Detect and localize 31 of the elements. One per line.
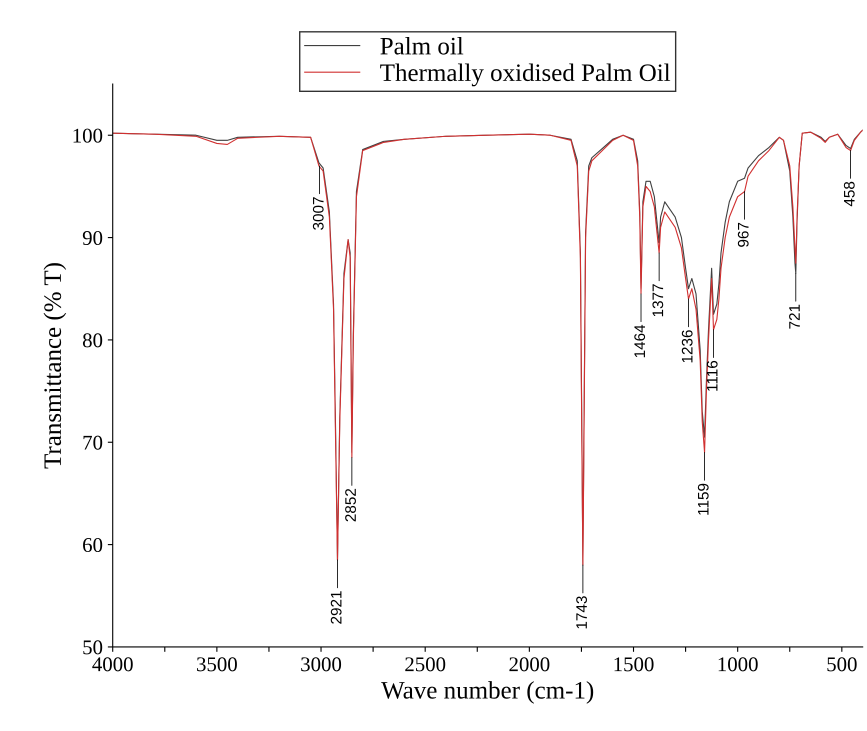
annotation: 1116: [706, 360, 718, 391]
line-series: [112, 130, 863, 566]
annotation: 1236: [682, 330, 693, 362]
annotation: 721: [789, 304, 800, 329]
annotation: 1743: [576, 596, 587, 628]
x-tick-label: 2500: [405, 657, 446, 672]
x-tick-label: 3500: [197, 657, 237, 672]
x-tick-label: 500: [827, 657, 857, 672]
y-axis-title: Transmittance (% T): [44, 263, 66, 469]
y-tick-label: 50: [83, 640, 102, 654]
annotation: 2852: [345, 488, 356, 522]
x-tick-label: 3000: [301, 657, 342, 672]
y-tick-label: 60: [83, 538, 102, 552]
x-tick-label: 1500: [614, 657, 654, 672]
x-tick-label: 2000: [509, 657, 550, 672]
x-axis-title: Wave number (cm-1): [381, 681, 594, 704]
legend-label: Thermally oxidised Palm Oil: [380, 64, 670, 86]
annotation: 1464: [634, 324, 646, 358]
x-tick-label: 1000: [718, 657, 758, 672]
annotation: 967: [738, 222, 749, 247]
annotation: 2921: [330, 591, 342, 624]
annotation: 3007: [312, 197, 324, 230]
y-tick-label: 70: [84, 436, 102, 450]
annotation: 1159: [698, 484, 709, 515]
y-tick-label: 100: [74, 128, 102, 143]
y-tick-label: 80: [82, 333, 102, 348]
annotation: 458: [844, 182, 855, 206]
legend-label: Palm oil: [380, 36, 464, 55]
y-tick-label: 90: [82, 230, 102, 246]
annotation: 1377: [652, 284, 664, 316]
x-tick-label: 4000: [92, 657, 133, 672]
